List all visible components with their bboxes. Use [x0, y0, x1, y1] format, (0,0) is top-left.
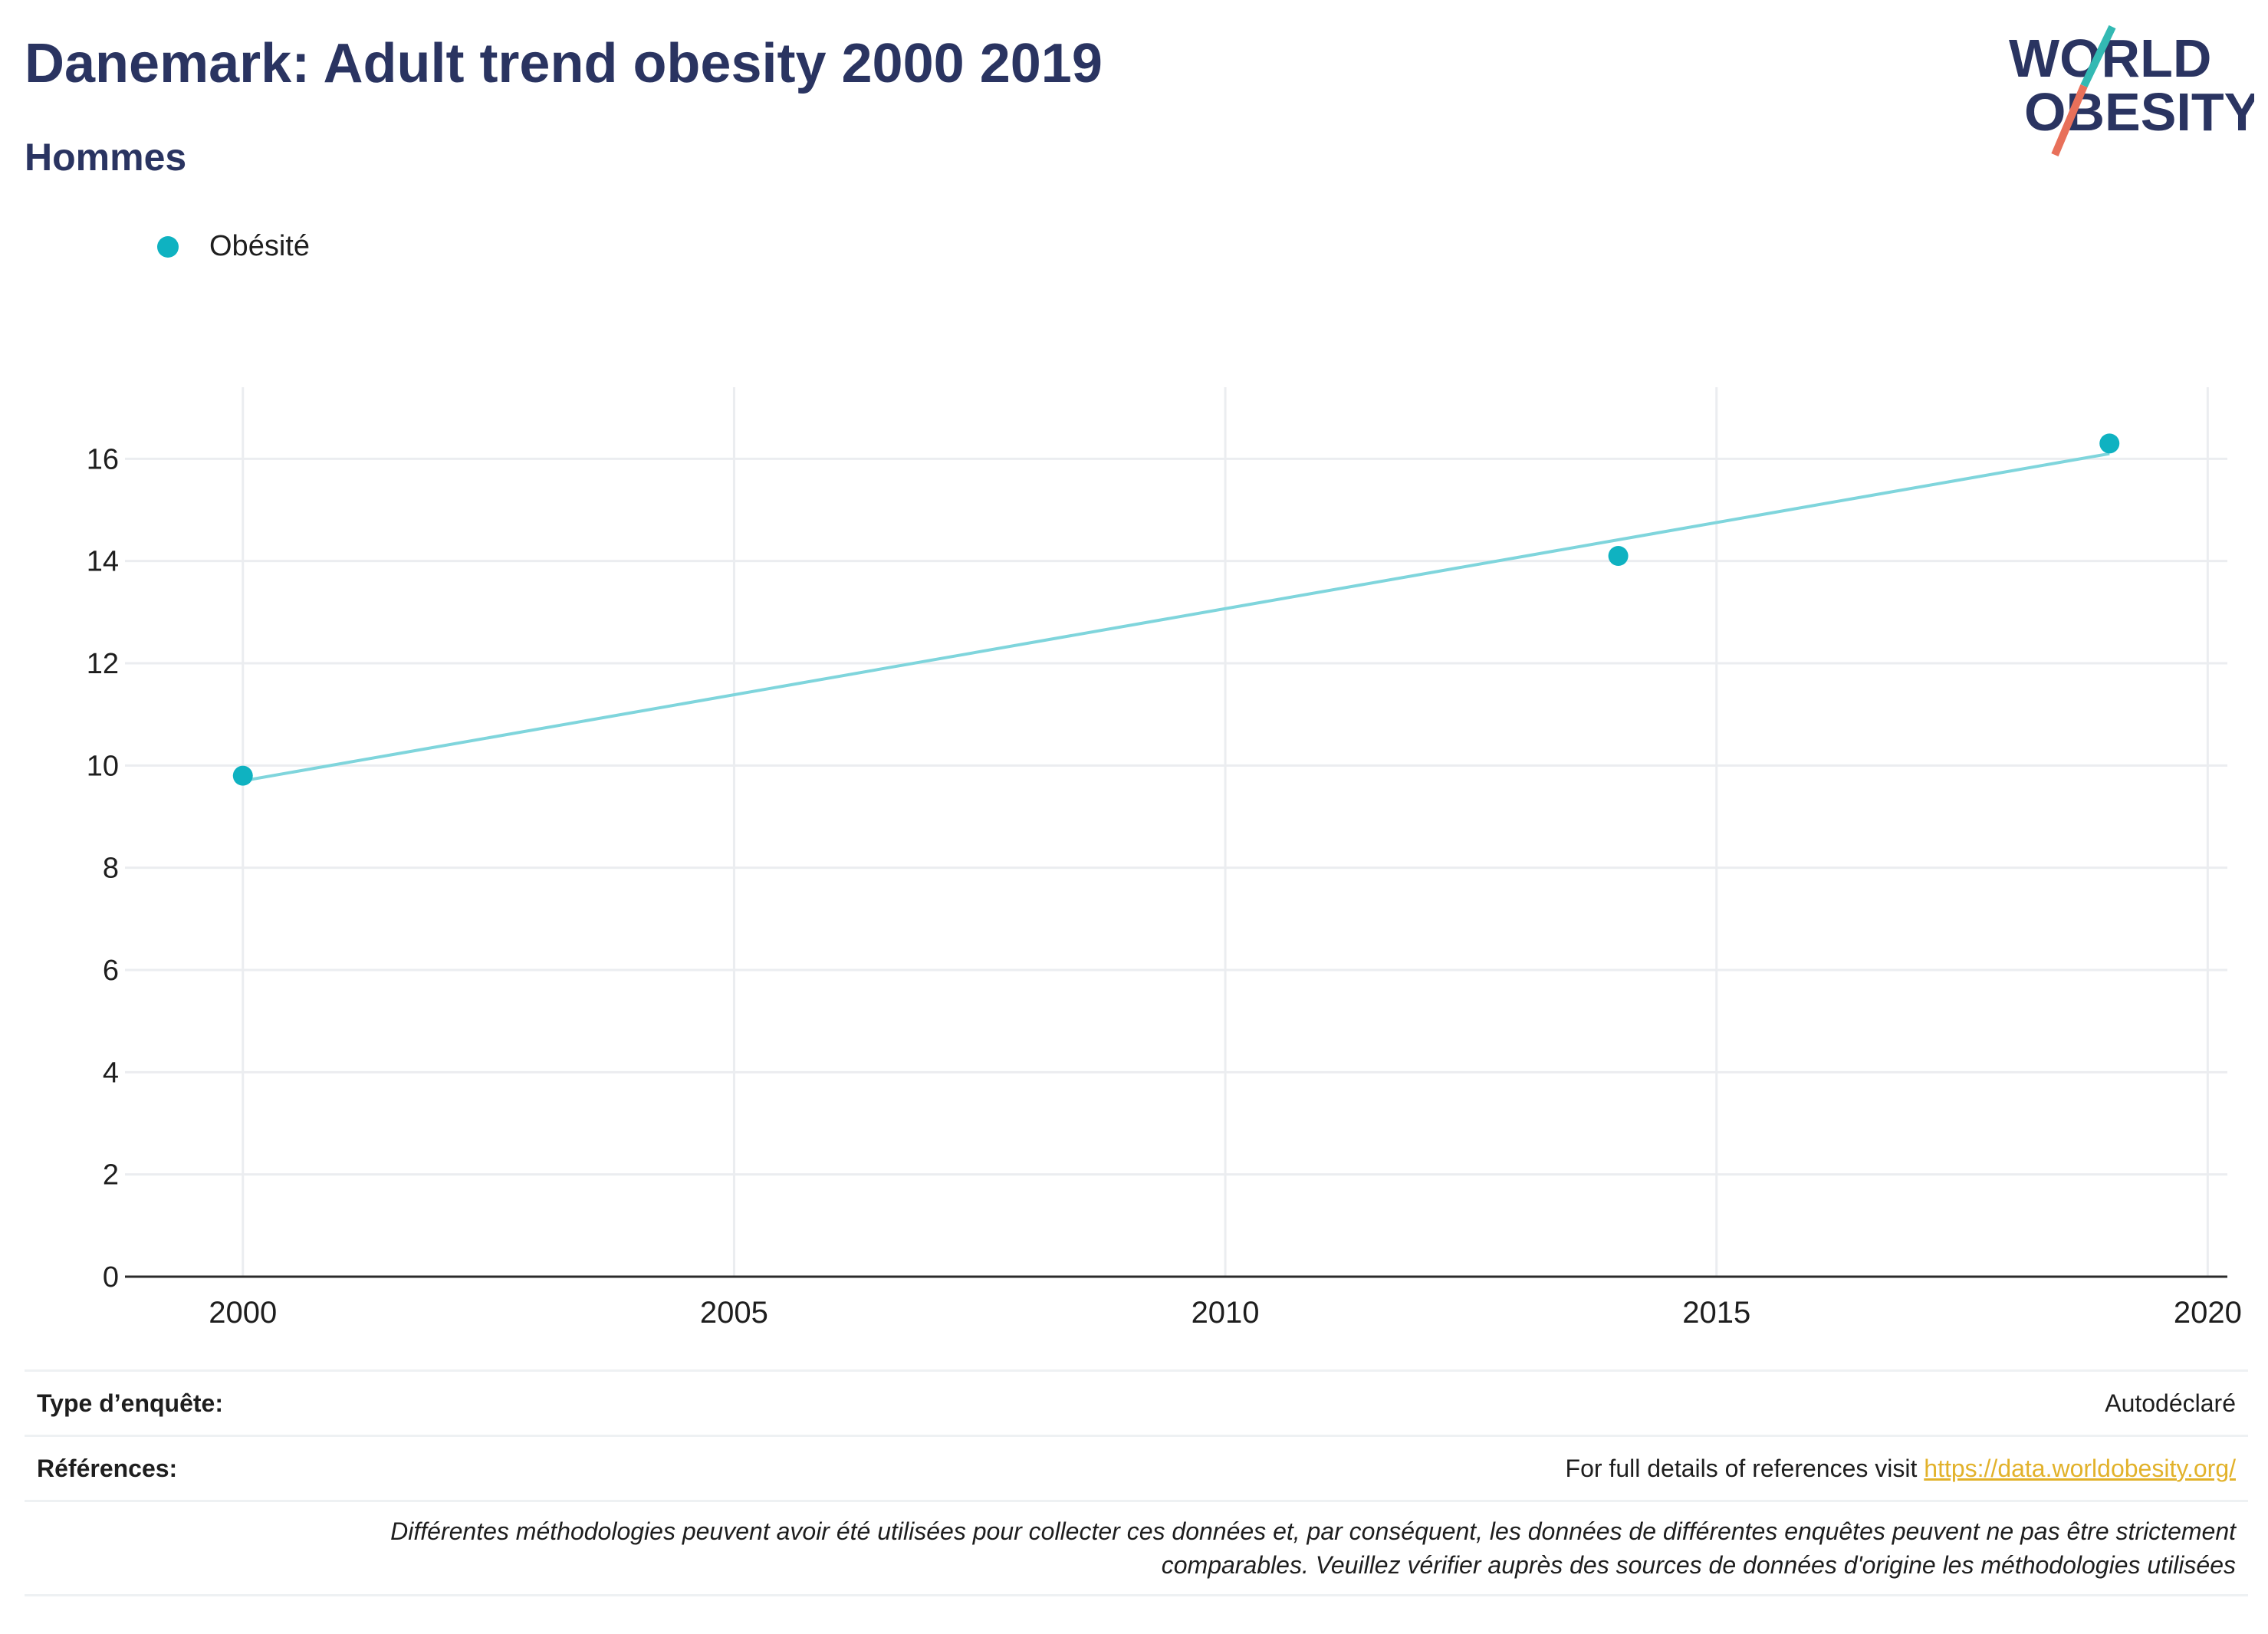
legend-marker-icon: [157, 235, 179, 258]
x-tick-label: 2000: [209, 1296, 277, 1330]
disclaimer-row: Différentes méthodologies peuvent avoir …: [25, 1500, 2248, 1596]
trend-line: [242, 452, 2110, 783]
disclaimer-line1: Différentes méthodologies peuvent avoir …: [390, 1517, 2236, 1545]
disclaimer-line2: comparables. Veuillez vérifier auprès de…: [1161, 1551, 2236, 1579]
y-tick-label: 16: [87, 443, 119, 475]
references-row: Références: For full details of referenc…: [25, 1435, 2248, 1500]
survey-type-row: Type d’enquête: Autodéclaré: [25, 1369, 2248, 1435]
references-link[interactable]: https://data.worldobesity.org/: [1924, 1454, 2236, 1482]
references-value: For full details of references visit htt…: [1566, 1455, 2236, 1483]
world-obesity-logo: WORLD OBESITY: [2009, 25, 2254, 156]
references-text: For full details of references visit: [1565, 1454, 1925, 1482]
y-tick-label: 4: [103, 1057, 119, 1089]
y-tick-label: 6: [103, 955, 119, 987]
y-tick-label: 14: [87, 546, 119, 578]
data-point: [2099, 433, 2120, 454]
y-tick-label: 0: [103, 1261, 119, 1294]
y-tick-label: 2: [103, 1159, 119, 1192]
logo-slash-top: [2080, 25, 2116, 88]
x-tick-label: 2005: [700, 1296, 768, 1330]
disclaimer-text: Différentes méthodologies peuvent avoir …: [390, 1514, 2236, 1582]
data-point: [1608, 546, 1629, 566]
legend-label: Obésité: [209, 230, 310, 262]
logo-slash-bottom: [2051, 84, 2088, 156]
x-tick-label: 2010: [1192, 1296, 1260, 1330]
survey-type-label: Type d’enquête:: [37, 1389, 223, 1417]
chart-title: Danemark: Adult trend obesity 2000 2019: [25, 33, 1103, 94]
y-tick-label: 12: [87, 648, 119, 680]
survey-type-value: Autodéclaré: [2105, 1389, 2236, 1417]
y-tick-label: 8: [103, 853, 119, 885]
references-label: Références:: [37, 1454, 178, 1482]
chart-subtitle: Hommes: [25, 136, 187, 179]
legend[interactable]: Obésité: [157, 230, 310, 263]
y-tick-label: 10: [87, 750, 119, 782]
footer-table: Type d’enquête: Autodéclaré Références: …: [25, 1369, 2248, 1596]
data-point: [232, 765, 253, 786]
x-tick-label: 2015: [1682, 1296, 1750, 1330]
x-tick-label: 2020: [2174, 1296, 2242, 1330]
